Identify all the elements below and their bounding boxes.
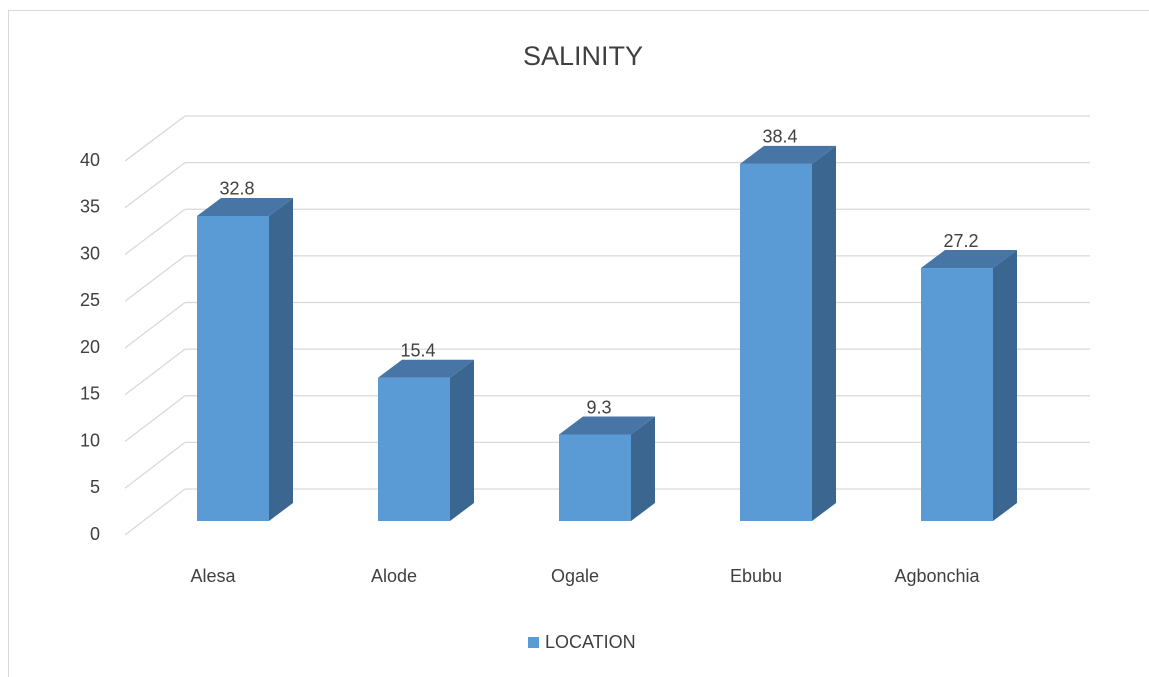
- bar-top: [197, 197, 293, 216]
- grid-line: [124, 115, 186, 162]
- grid-line: [124, 441, 186, 489]
- grid-line: [124, 255, 186, 302]
- y-tick-label: 20: [80, 337, 100, 357]
- grid-line: [124, 208, 186, 256]
- bar: [740, 163, 812, 521]
- y-tick-label: 10: [80, 430, 100, 450]
- legend-swatch: [528, 637, 539, 648]
- y-tick-label: 15: [80, 384, 100, 404]
- y-tick-label: 5: [90, 477, 100, 497]
- data-label: 32.8: [219, 179, 254, 199]
- y-tick-label: 30: [80, 243, 100, 263]
- bar: [378, 377, 450, 521]
- bar-top: [921, 250, 1017, 269]
- x-tick-label: Ebubu: [730, 566, 782, 586]
- bar-side: [631, 416, 655, 521]
- x-tick-label: Alode: [371, 566, 417, 586]
- bar-side: [812, 145, 836, 521]
- y-tick-label: 0: [90, 524, 100, 544]
- legend-label: LOCATION: [545, 632, 636, 652]
- bar-side: [450, 359, 474, 521]
- y-tick-label: 40: [80, 150, 100, 170]
- data-label: 38.4: [762, 127, 797, 147]
- chart-title: SALINITY: [523, 41, 643, 71]
- bar-side: [993, 250, 1017, 522]
- bar-top: [378, 359, 474, 378]
- grid-line: [124, 162, 186, 209]
- bar: [921, 268, 993, 521]
- bar-top: [740, 145, 836, 164]
- bar: [197, 215, 269, 521]
- bar-top: [559, 416, 655, 435]
- x-tick-label: Alesa: [190, 566, 236, 586]
- data-label: 27.2: [943, 231, 978, 251]
- grid-line: [124, 395, 186, 443]
- grid-line: [124, 348, 186, 396]
- grid-line: [124, 488, 186, 536]
- x-tick-label: Agbonchia: [894, 566, 980, 586]
- data-label: 15.4: [400, 341, 435, 361]
- bar-side: [269, 197, 293, 521]
- bar: [559, 434, 631, 521]
- data-label: 9.3: [586, 397, 611, 417]
- y-tick-label: 25: [80, 290, 100, 310]
- grid-line: [124, 301, 186, 349]
- x-tick-label: Ogale: [551, 566, 599, 586]
- y-tick-label: 35: [80, 197, 100, 217]
